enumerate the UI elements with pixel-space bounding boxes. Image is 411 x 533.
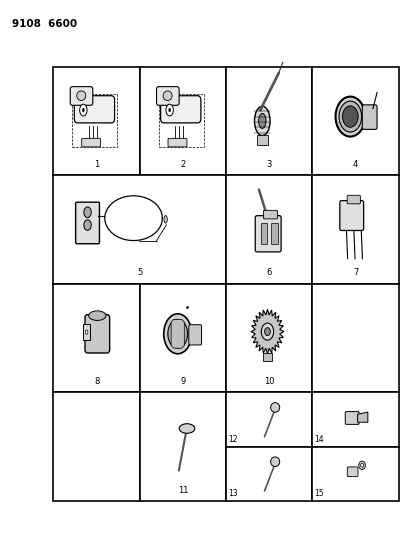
Bar <box>53 175 226 284</box>
Bar <box>226 175 312 284</box>
Bar <box>312 67 399 175</box>
FancyBboxPatch shape <box>70 87 93 106</box>
Ellipse shape <box>265 328 270 336</box>
Bar <box>312 284 399 392</box>
Text: 10: 10 <box>264 377 275 386</box>
Ellipse shape <box>359 461 365 470</box>
FancyBboxPatch shape <box>76 202 99 244</box>
Bar <box>261 223 267 245</box>
Ellipse shape <box>259 114 266 128</box>
FancyBboxPatch shape <box>347 467 358 477</box>
Ellipse shape <box>163 91 172 101</box>
Text: 8: 8 <box>94 377 99 386</box>
Bar <box>312 175 399 284</box>
FancyBboxPatch shape <box>74 96 115 123</box>
Bar <box>263 353 272 361</box>
Bar <box>72 94 118 147</box>
Bar <box>226 67 312 175</box>
Ellipse shape <box>80 104 87 116</box>
FancyBboxPatch shape <box>340 200 364 230</box>
Bar <box>140 284 226 392</box>
Text: 14: 14 <box>314 435 323 444</box>
Ellipse shape <box>82 108 85 112</box>
Ellipse shape <box>342 106 358 127</box>
Ellipse shape <box>254 106 270 135</box>
FancyBboxPatch shape <box>345 411 359 424</box>
FancyBboxPatch shape <box>85 314 110 353</box>
FancyBboxPatch shape <box>347 195 360 204</box>
Bar <box>256 135 268 145</box>
Bar <box>53 284 140 392</box>
Polygon shape <box>171 319 184 348</box>
Text: 9108  6600: 9108 6600 <box>12 19 77 29</box>
FancyBboxPatch shape <box>161 96 201 123</box>
FancyBboxPatch shape <box>157 87 179 106</box>
Text: 12: 12 <box>229 435 238 444</box>
Ellipse shape <box>169 108 171 112</box>
Text: 2: 2 <box>180 160 185 169</box>
Text: 13: 13 <box>229 489 238 498</box>
Text: 15: 15 <box>314 489 323 498</box>
FancyBboxPatch shape <box>82 139 101 147</box>
Text: 4: 4 <box>353 160 358 169</box>
Bar <box>226 392 312 447</box>
Ellipse shape <box>179 424 195 433</box>
Bar <box>53 392 140 501</box>
Text: 9: 9 <box>180 377 185 386</box>
Ellipse shape <box>361 464 363 467</box>
Text: 11: 11 <box>178 486 188 495</box>
Ellipse shape <box>166 104 173 116</box>
Bar <box>226 447 312 501</box>
Ellipse shape <box>164 314 192 354</box>
Text: 7: 7 <box>353 269 358 277</box>
Bar <box>312 447 399 501</box>
Text: 6: 6 <box>266 269 272 277</box>
Ellipse shape <box>164 215 167 223</box>
Bar <box>312 392 399 447</box>
Text: 1: 1 <box>94 160 99 169</box>
FancyBboxPatch shape <box>189 325 201 345</box>
Bar <box>140 67 226 175</box>
Ellipse shape <box>89 311 106 320</box>
Ellipse shape <box>77 91 86 101</box>
Text: 3: 3 <box>266 160 272 169</box>
Polygon shape <box>358 412 368 422</box>
Bar <box>53 67 140 175</box>
Ellipse shape <box>271 457 280 466</box>
Bar <box>159 94 204 147</box>
FancyBboxPatch shape <box>263 211 277 219</box>
Bar <box>226 284 312 392</box>
Bar <box>140 392 226 501</box>
Ellipse shape <box>84 207 91 217</box>
Ellipse shape <box>261 323 274 340</box>
Ellipse shape <box>84 220 91 230</box>
Bar <box>83 324 90 340</box>
Text: 5: 5 <box>137 269 142 277</box>
Ellipse shape <box>339 101 362 132</box>
Bar <box>271 223 278 245</box>
FancyBboxPatch shape <box>255 216 281 252</box>
Ellipse shape <box>85 330 88 334</box>
FancyBboxPatch shape <box>168 139 187 147</box>
Ellipse shape <box>335 96 365 136</box>
FancyBboxPatch shape <box>362 105 377 130</box>
Polygon shape <box>251 309 284 354</box>
Ellipse shape <box>168 319 187 348</box>
Ellipse shape <box>271 402 280 412</box>
